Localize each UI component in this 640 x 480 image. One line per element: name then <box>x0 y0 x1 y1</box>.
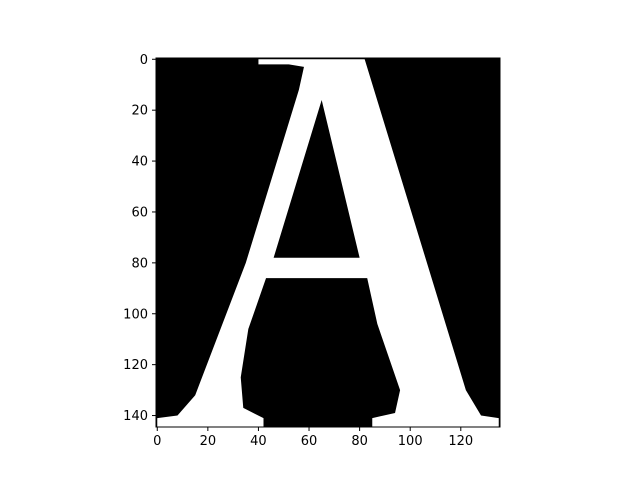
axes-frame <box>155 57 501 428</box>
y-tick-label: 0 <box>140 53 148 68</box>
x-tick-label: 20 <box>200 434 217 449</box>
y-tick-label: 80 <box>131 256 148 271</box>
x-tick-label: 100 <box>398 434 423 449</box>
x-tick-label: 80 <box>351 434 368 449</box>
x-tick-label: 40 <box>250 434 267 449</box>
y-tick-label: 100 <box>123 307 148 322</box>
y-tick-label: 40 <box>131 155 148 170</box>
y-tick-label: 20 <box>131 104 148 119</box>
glyph-letter-a <box>157 59 499 427</box>
image-area <box>156 58 500 427</box>
y-tick-label: 140 <box>123 409 148 424</box>
x-tick-label: 0 <box>153 434 161 449</box>
y-tick-label: 120 <box>123 358 148 373</box>
y-tick-label: 60 <box>131 205 148 220</box>
x-tick-label: 120 <box>448 434 473 449</box>
axes: 0 20 40 60 80 100 120 0 20 40 60 80 100 120 140 <box>123 53 501 449</box>
x-tick-label: 60 <box>301 434 318 449</box>
